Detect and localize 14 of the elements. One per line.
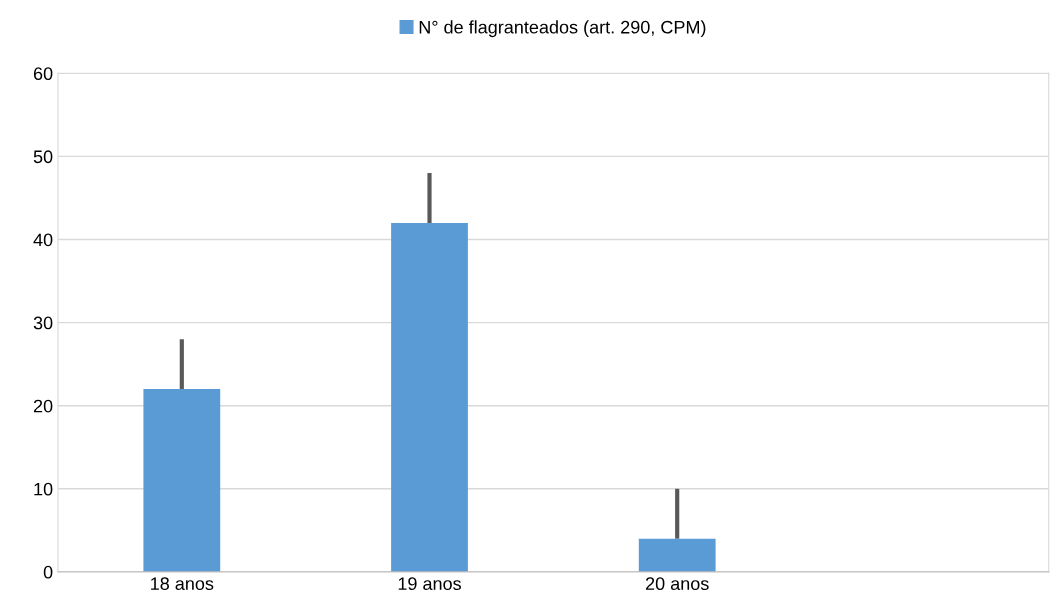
y-tick-label: 10 (34, 482, 53, 496)
y-tick-label: 20 (33, 399, 53, 413)
legend-label: N° de flagranteados (art. 290, CPM) (419, 20, 706, 38)
x-tick-label: 18 anos (151, 577, 214, 591)
y-tick-label: 0 (43, 565, 53, 579)
x-tick-label: 19 anos (398, 577, 461, 591)
y-tick-label: 30 (33, 316, 53, 330)
y-tick-label: 60 (33, 67, 53, 81)
y-tick-label: 40 (33, 233, 53, 247)
bar (638, 538, 716, 572)
x-tick-label: 20 anos (645, 577, 709, 591)
y-tick-label: 50 (33, 150, 53, 164)
bar (143, 389, 221, 572)
bar (391, 222, 468, 572)
